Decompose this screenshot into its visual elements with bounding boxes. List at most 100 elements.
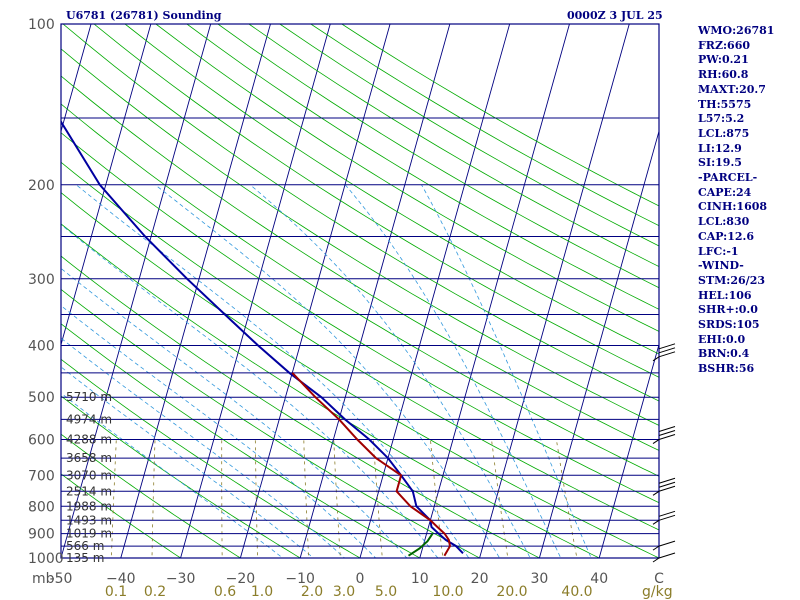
index-row: -WIND- [698, 259, 744, 273]
height-label: 3070 m [66, 468, 112, 482]
mixing-ratio-line [430, 439, 444, 558]
mixing-ratio-line [372, 439, 383, 558]
isotherm-line [61, 24, 92, 133]
index-row: STM:26/23 [698, 273, 765, 287]
pressure-tick-label: 800 [28, 499, 55, 515]
isotherm-line [598, 342, 659, 558]
index-row: TH:5575 [698, 97, 752, 111]
mixing-ratio-tick-label: 0.2 [144, 584, 166, 600]
index-row: SRDS:105 [698, 318, 760, 332]
index-row: LFC:-1 [698, 244, 739, 258]
mixing-ratio-line [555, 439, 578, 558]
height-label: 4974 m [66, 412, 112, 426]
dry-adiabat-line [186, 24, 659, 310]
plot-frame [60, 23, 660, 559]
mixing-ratio-line [221, 439, 223, 558]
dry-adiabat-line [61, 255, 541, 558]
index-row: HEL:106 [698, 288, 752, 302]
dry-adiabat-line [248, 24, 659, 268]
mixing-ratio-tick-label: 2.0 [301, 584, 323, 600]
moist-adiabat-line [61, 224, 439, 558]
wind-barb [658, 514, 676, 521]
wind-barb [658, 481, 676, 488]
index-row: WMO:26781 [698, 24, 775, 37]
isotherm-line [359, 24, 511, 558]
height-label: 135 m [66, 551, 104, 565]
indices-panel: WMO:26781 FRZ:660 PW:0.21 RH:60.8 MAXT:20.7 T… [698, 24, 774, 377]
isotherm-line [419, 24, 570, 558]
mixing-ratio-tick-label: 0.6 [214, 584, 236, 600]
temperature-line [61, 119, 464, 554]
temperature-tick-label: −30 [166, 571, 196, 587]
mixing-ratio-line [151, 439, 156, 558]
dry-adiabat-line [61, 132, 659, 504]
moist-adiabat-line [61, 267, 408, 558]
pressure-tick-label: 100 [28, 17, 55, 33]
index-row: PW:0.21 [698, 53, 749, 67]
mixing-ratio-tick-label: 5.0 [375, 584, 397, 600]
mixing-ratio-tick-label: 20.0 [496, 584, 527, 600]
profile-series [61, 119, 464, 557]
dry-adiabat-line [124, 24, 659, 355]
wind-barb [658, 426, 676, 433]
moist-adiabat-line [344, 184, 562, 558]
isotherm-line [239, 24, 391, 558]
isobars [61, 23, 659, 559]
wind-barbs [652, 343, 676, 563]
dry-adiabat-line [279, 24, 659, 247]
pressure-tick-label: 700 [28, 468, 55, 484]
height-label: 4288 m [66, 433, 112, 447]
index-row: LI:12.9 [698, 141, 742, 155]
index-row: CAPE:24 [698, 185, 752, 199]
height-label: 2514 m [66, 484, 112, 498]
index-row: CAP:12.6 [698, 229, 755, 243]
pressure-tick-label: 200 [28, 178, 55, 194]
moist-adiabat-line [61, 366, 315, 558]
temperature-tick-label: 40 [590, 571, 608, 587]
pressure-tick-label: 900 [28, 527, 55, 543]
background-grid [61, 24, 659, 558]
index-row: RH:60.8 [698, 68, 749, 82]
mixing-ratio-unit-label: g/kg [642, 584, 673, 600]
mixing-ratio-tick-label: 1.0 [251, 584, 273, 600]
dry-adiabat-line [61, 473, 182, 558]
wind-staff [652, 519, 660, 525]
dry-adiabat-line [61, 103, 659, 477]
wind-barb [658, 477, 676, 484]
wind-barb [658, 434, 676, 441]
dewpoint-line [291, 372, 452, 557]
isotherm-line [61, 24, 212, 558]
wind-staff [652, 545, 660, 551]
index-row: LCL:830 [698, 215, 750, 229]
temperature-tick-label: 0 [356, 571, 365, 587]
mixing-ratio-line [491, 439, 509, 558]
sounding-time: 0000Z 3 JUL 25 [567, 9, 663, 22]
pressure-tick-label: 500 [28, 390, 55, 406]
sounding-title: U6781 (26781) Sounding [66, 9, 222, 22]
dry-adiabat-line [61, 433, 242, 558]
wind-barb [658, 540, 676, 547]
pressure-unit-label: mb [32, 571, 55, 587]
moist-adiabat-line [75, 184, 470, 558]
isotherm-line [658, 556, 659, 558]
moist-adiabat-line [421, 184, 592, 558]
mixing-ratio-tick-label: 0.1 [105, 584, 127, 600]
wind-barb [658, 351, 676, 358]
moist-adiabat-line [61, 337, 346, 558]
pressure-tick-label: 400 [28, 339, 55, 355]
isotherm-line [61, 24, 152, 347]
pressure-tick-label: 600 [28, 433, 55, 449]
wind-staff [652, 490, 660, 496]
isotherm-line [180, 24, 331, 558]
index-row: FRZ:660 [698, 38, 751, 52]
mixing-ratio-tick-label: 10.0 [432, 584, 463, 600]
dry-adiabat-line [61, 395, 301, 558]
index-row: BRN:0.4 [698, 347, 750, 361]
dry-adiabat-line [61, 75, 659, 451]
parcel-line [407, 533, 434, 557]
height-label: 1019 m [66, 527, 112, 541]
height-label: 1493 m [66, 513, 112, 527]
dry-adiabat-line [62, 24, 659, 402]
